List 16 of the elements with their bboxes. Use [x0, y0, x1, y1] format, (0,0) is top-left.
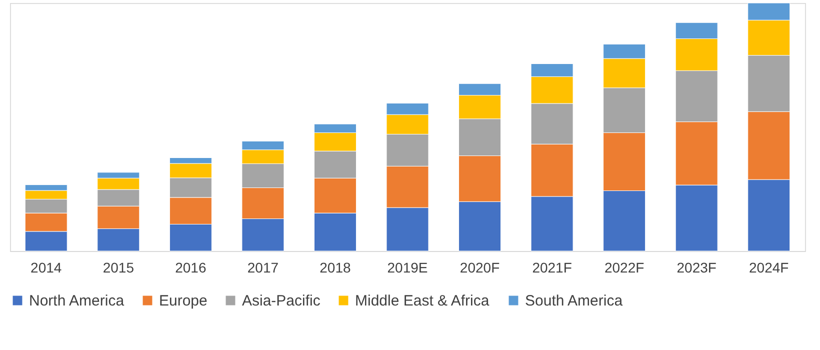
x-tick-label: 2016: [175, 260, 206, 276]
x-tick-label: 2017: [247, 260, 279, 276]
x-tick-label: 2021F: [532, 260, 572, 276]
x-tick-label: 2024F: [749, 260, 789, 276]
x-tick-label: 2020F: [460, 260, 500, 276]
legend-label: Europe: [159, 292, 208, 310]
x-tick-label: 2019E: [387, 260, 428, 276]
legend-label: Middle East & Africa: [355, 292, 490, 310]
x-tick-label: 2022F: [604, 260, 644, 276]
x-tick-label: 2015: [102, 260, 134, 276]
x-tick-label: 2018: [320, 260, 352, 276]
legend-label: South America: [525, 292, 624, 310]
x-tick-label: 2014: [30, 260, 62, 276]
legend-label: North America: [29, 292, 125, 310]
legend-label: Asia-Pacific: [242, 292, 321, 310]
x-tick-label: 2023F: [676, 260, 716, 276]
